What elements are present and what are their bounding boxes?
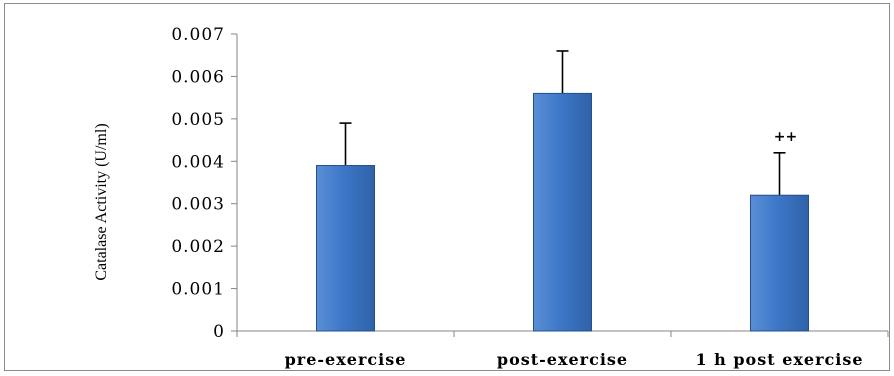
y-tick-label: 0.005 — [171, 110, 225, 130]
bar — [750, 194, 809, 332]
y-tick-label: 0 — [213, 322, 225, 342]
x-tick-label: post-exercise — [497, 350, 628, 369]
y-tick-label: 0.002 — [171, 237, 225, 257]
y-tick-label: 0.004 — [171, 152, 225, 172]
y-axis-title: Catalase Activity (U/ml) — [93, 123, 110, 280]
chart-frame: Catalase Activity (U/ml) 0 0.001 0.002 0.00… — [4, 3, 890, 371]
x-tick-label: pre-exercise — [285, 350, 407, 369]
y-tick-label: 0.007 — [171, 25, 225, 45]
x-tick-label: 1 h post exercise — [695, 350, 863, 369]
significance-annotation: ++ — [774, 129, 797, 145]
bar-chart: Catalase Activity (U/ml) 0 0.001 0.002 0.00… — [93, 25, 889, 369]
y-tick-label: 0.006 — [171, 67, 225, 87]
bar — [316, 165, 375, 332]
y-tick-label: 0.001 — [171, 280, 225, 300]
y-tick-label: 0.003 — [171, 195, 225, 215]
bar — [533, 92, 592, 332]
